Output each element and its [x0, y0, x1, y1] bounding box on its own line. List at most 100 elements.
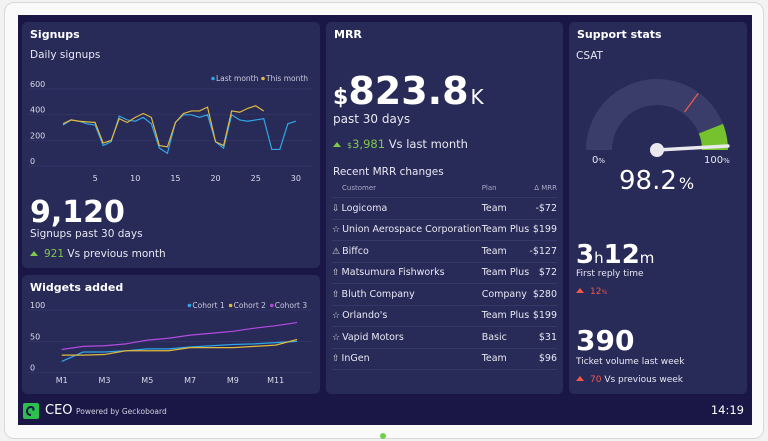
plan-cell: Team Plus: [481, 305, 530, 327]
plan-cell: Team: [481, 197, 530, 220]
mrr-table-title: Recent MRR changes: [333, 166, 444, 178]
customer-cell: ⇧ Bluth Company: [332, 283, 482, 306]
column-customer: Customer: [332, 182, 482, 198]
y-tick-label: 0: [30, 364, 35, 373]
mrr-widget: MRR $823.8 K past 30 days $3,981 Vs last …: [326, 22, 563, 394]
widget-title: Signups: [30, 28, 80, 41]
gauge-needle-pivot: [650, 143, 664, 157]
x-tick-label: M5: [141, 376, 153, 385]
customer-cell: ☆ Vapid Motors: [332, 326, 482, 349]
ticket-volume-delta: 70 Vs previous week: [576, 375, 683, 385]
legend-entry: Cohort 3: [275, 301, 308, 310]
geckoboard-logo-icon: [23, 403, 39, 419]
first-reply-delta: 12%: [576, 287, 607, 297]
delta-cell: $96: [529, 348, 557, 370]
legend-entry: Last month: [216, 74, 259, 83]
arrow-up-icon: ⇧: [332, 268, 340, 279]
mrr-value: $823.8 K: [333, 69, 484, 113]
up-triangle-icon: [576, 288, 584, 293]
x-tick-label: M9: [227, 376, 239, 385]
table-row: ☆ Vapid Motors Basic $31: [332, 326, 557, 349]
mrr-changes-table: Customer Plan Δ MRR ⇩ Logicoma Team -$72 ☆ Unio…: [332, 182, 557, 370]
series-line-this-month: [62, 105, 265, 148]
delta-cell: -$72: [529, 197, 557, 220]
csat-value: 98.2%: [619, 166, 695, 196]
delta-cell: $199: [529, 305, 557, 327]
daily-signups-chart: 0 200 400 600 This month Last month 5 10 15 20 25 3…: [28, 74, 312, 183]
widget-title: Widgets added: [30, 281, 124, 294]
gauge-min-label: 0%: [592, 155, 606, 166]
y-tick-label: 400: [30, 106, 45, 115]
first-reply-caption: First reply time: [576, 269, 644, 279]
table-row: ⇧ Bluth Company Company $280: [332, 283, 557, 306]
plan-cell: Team: [481, 348, 530, 370]
column-delta-mrr: Δ MRR: [529, 182, 557, 198]
delta-cell: $31: [529, 326, 557, 349]
mrr-delta: $3,981 Vs last month: [333, 137, 468, 151]
legend-marker: [187, 303, 192, 308]
x-tick-label: 20: [210, 174, 220, 183]
gauge-track: [586, 79, 724, 150]
x-tick-label: M3: [99, 376, 111, 385]
csat-label: CSAT: [576, 50, 603, 62]
series-line-cohort-3: [61, 321, 298, 351]
delta-cell: $72: [529, 262, 557, 284]
y-tick-label: 0: [30, 157, 35, 166]
plan-cell: Team Plus: [481, 219, 530, 241]
customer-cell: ☆ Union Aerospace Corporation: [332, 219, 482, 241]
footer: CEO Powered by Geckoboard 14:19: [18, 398, 752, 425]
customer-cell: ☆ Orlando's: [332, 305, 482, 327]
up-triangle-icon: [576, 376, 584, 381]
x-tick-label: 10: [130, 174, 140, 183]
series-line-cohort-2: [61, 338, 298, 356]
delta-cell: $280: [529, 283, 557, 306]
plan-cell: Basic: [481, 326, 530, 349]
signups-total: 9,120: [30, 195, 125, 230]
table-row: ⚠ Biffco Team -$127: [332, 240, 557, 263]
signups-caption: Signups past 30 days: [30, 228, 143, 240]
widgets-added-chart: 0 50 100 Cohort 3 Cohort 2 Cohort 1 M1 M3 M5 M7 M9…: [28, 301, 312, 385]
star-icon: ☆: [332, 332, 341, 343]
delta-cell: -$127: [529, 240, 557, 263]
table-row: ⇧ Matsumura Fishworks Team Plus $72: [332, 262, 557, 284]
chart-title: Daily signups: [30, 49, 101, 61]
powered-by: Powered by Geckoboard: [76, 407, 167, 416]
table-row: ⇧ InGen Team $96: [332, 348, 557, 370]
customer-cell: ⇩ Logicoma: [332, 197, 482, 220]
power-led: [380, 433, 386, 439]
plan-cell: Company: [481, 283, 530, 306]
customer-cell: ⇧ Matsumura Fishworks: [332, 262, 482, 284]
x-tick-label: 25: [251, 174, 261, 183]
arrow-up-icon: ⇧: [332, 354, 340, 365]
column-plan: Plan: [481, 182, 530, 198]
legend-entry: Cohort 2: [234, 301, 267, 310]
signups-widget: Signups Daily signups 0 200 400 600 This mon…: [22, 22, 320, 268]
star-icon: ☆: [332, 225, 341, 236]
plan-cell: Team Plus: [481, 262, 530, 284]
star-icon: ☆: [332, 311, 341, 322]
warning-icon: ⚠: [332, 246, 341, 257]
legend-entry: Cohort 1: [192, 301, 225, 310]
first-reply-time: 3h12m: [576, 240, 655, 270]
clock: 14:19: [710, 403, 744, 417]
y-tick-label: 200: [30, 131, 45, 140]
x-tick-label: M7: [184, 376, 196, 385]
legend-marker: [270, 303, 274, 308]
csat-gauge: [586, 79, 730, 157]
widget-title: MRR: [334, 28, 362, 41]
table-row: ☆ Union Aerospace Corporation Team Plus $19…: [332, 219, 557, 241]
customer-cell: ⚠ Biffco: [332, 240, 482, 263]
customer-cell: ⇧ InGen: [332, 348, 482, 370]
ticket-volume-caption: Ticket volume last week: [576, 357, 685, 367]
table-row: ⇩ Logicoma Team -$72: [332, 197, 557, 220]
dashboard-name: CEO: [45, 403, 73, 418]
legend-marker: [228, 303, 233, 308]
dashboard-screen: Signups Daily signups 0 200 400 600 This mon…: [18, 15, 752, 425]
series-line-last-month: [62, 113, 297, 155]
series-line-cohort-1: [61, 340, 298, 362]
x-tick-label: 30: [291, 174, 301, 183]
widget-title: Support stats: [577, 28, 662, 41]
y-tick-label: 50: [30, 332, 40, 341]
x-tick-label: M1: [56, 376, 68, 385]
delta-cell: $199: [529, 219, 557, 241]
